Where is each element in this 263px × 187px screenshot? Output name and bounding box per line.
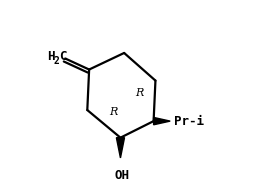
Text: OH: OH — [115, 169, 130, 182]
Text: H: H — [48, 50, 55, 63]
Polygon shape — [117, 138, 124, 158]
Polygon shape — [154, 117, 170, 125]
Text: 2: 2 — [53, 56, 59, 66]
Text: R: R — [109, 107, 117, 117]
Text: Pr-i: Pr-i — [174, 115, 204, 128]
Text: C: C — [59, 50, 67, 63]
Text: R: R — [135, 88, 143, 99]
